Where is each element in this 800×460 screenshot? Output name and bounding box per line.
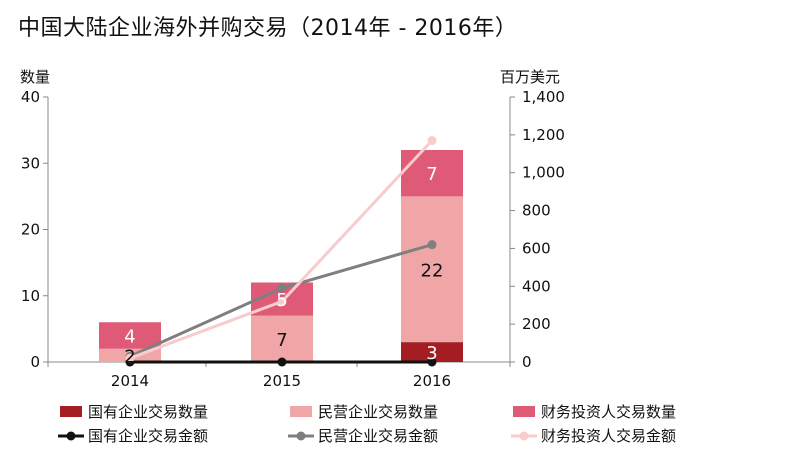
right-tick-label: 1,000 xyxy=(522,164,565,182)
line-point xyxy=(277,357,287,367)
axes-group: 数量 百万美元01020304002004006008001,0001,2001,… xyxy=(20,68,565,390)
bar-data-label: 2 xyxy=(124,346,135,367)
legend-label: 民营企业交易金额 xyxy=(318,427,438,445)
line-point xyxy=(125,353,135,363)
legend-swatch xyxy=(513,406,535,417)
lines-group xyxy=(125,136,437,367)
legend-label: 国有企业交易数量 xyxy=(88,403,208,421)
bar-segment xyxy=(401,150,463,197)
right-tick-label: 1,200 xyxy=(522,126,565,144)
left-tick-label: 0 xyxy=(30,353,40,371)
line-point xyxy=(427,357,437,367)
line-point xyxy=(277,296,287,306)
x-tick-label: 2015 xyxy=(263,372,301,390)
bar-data-label: 5 xyxy=(276,290,287,311)
bar-segment xyxy=(251,315,313,362)
right-tick-label: 1,400 xyxy=(522,88,565,106)
bar-segment xyxy=(401,196,463,343)
bar-data-label: 7 xyxy=(426,164,437,185)
bar-data-label: 4 xyxy=(124,327,135,348)
chart-title: 中国大陆企业海外并购交易（2014年 - 2016年） xyxy=(18,16,518,41)
bar-data-label: 22 xyxy=(421,260,444,281)
legend-swatch xyxy=(290,406,312,417)
x-tick-label: 2016 xyxy=(413,372,451,390)
bar-segment xyxy=(99,322,161,349)
legend-label: 财务投资人交易数量 xyxy=(541,403,676,421)
right-axis-unit-label: 百万美元 xyxy=(500,68,560,86)
legend-swatch xyxy=(60,406,82,417)
right-tick-label: 0 xyxy=(522,353,532,371)
legend-line-marker xyxy=(519,431,529,441)
x-tick-label: 2014 xyxy=(111,372,149,390)
left-tick-label: 30 xyxy=(21,154,40,172)
legend-line-marker xyxy=(66,431,76,441)
bar-data-label: 3 xyxy=(426,343,437,364)
legend-label: 民营企业交易数量 xyxy=(318,403,438,421)
line-point xyxy=(427,240,437,250)
right-tick-label: 800 xyxy=(522,202,551,220)
line-point xyxy=(277,283,287,293)
left-axis-unit-label: 数量 xyxy=(20,68,50,86)
left-tick-label: 10 xyxy=(21,287,40,305)
legend-label: 国有企业交易金额 xyxy=(88,427,208,445)
right-tick-label: 200 xyxy=(522,315,551,333)
legend-line-marker xyxy=(296,431,306,441)
right-tick-label: 400 xyxy=(522,277,551,295)
right-tick-label: 600 xyxy=(522,239,551,257)
bar-data-label: 7 xyxy=(276,330,287,351)
legend-label: 财务投资人交易金额 xyxy=(541,427,676,445)
data-labels-group: 24 7 5 3 22 7 xyxy=(124,164,443,367)
line-point xyxy=(427,136,437,146)
left-tick-label: 20 xyxy=(21,221,40,239)
left-tick-label: 40 xyxy=(21,88,40,106)
bar-segment xyxy=(401,342,463,362)
